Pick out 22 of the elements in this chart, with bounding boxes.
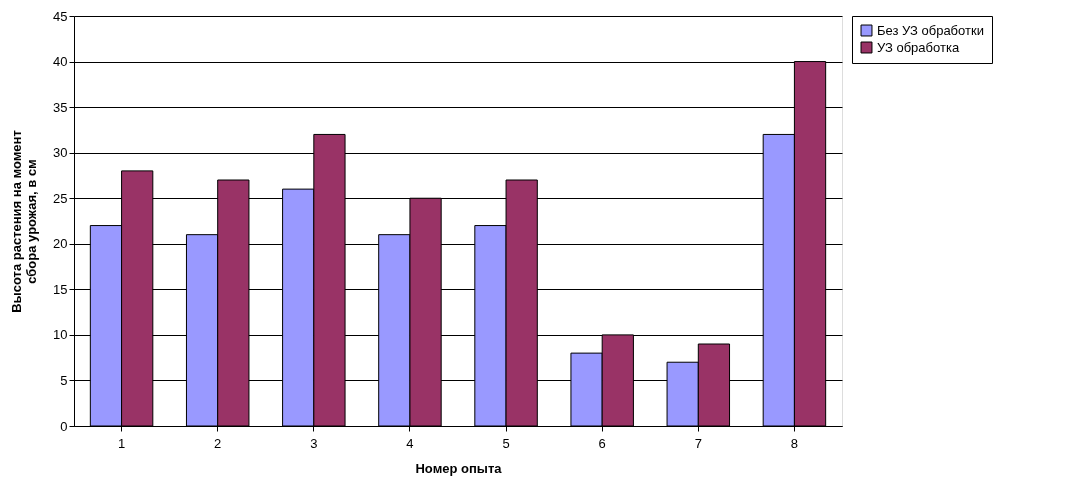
x-tick-label: 8 bbox=[790, 435, 799, 451]
y-axis-title: Высота растения на момент сбора урожая, в см bbox=[9, 130, 40, 313]
legend-label: УЗ обработка bbox=[877, 39, 960, 55]
y-tick-label: 0 bbox=[60, 418, 68, 434]
legend-label: Без УЗ обработки bbox=[877, 22, 984, 38]
y-tick-label: 20 bbox=[53, 236, 68, 252]
y-tick-label: 25 bbox=[53, 190, 68, 206]
x-tick-label: 3 bbox=[310, 435, 318, 451]
y-tick-label: 10 bbox=[53, 327, 68, 343]
x-tick-label: 1 bbox=[117, 435, 126, 451]
x-tick-label: 7 bbox=[694, 435, 702, 451]
x-axis-title: Номер опыта bbox=[415, 460, 503, 476]
y-tick-label: 45 bbox=[53, 8, 68, 24]
y-tick-label: 15 bbox=[53, 281, 68, 297]
y-tick-label: 5 bbox=[60, 372, 68, 388]
x-tick-label: 6 bbox=[598, 435, 606, 451]
x-tick-label: 5 bbox=[502, 435, 510, 451]
y-tick-label: 30 bbox=[53, 145, 68, 161]
x-tick-label: 4 bbox=[406, 435, 414, 451]
y-tick-label: 40 bbox=[53, 54, 68, 70]
y-tick-label: 35 bbox=[53, 99, 68, 115]
x-tick-label: 2 bbox=[214, 435, 222, 451]
